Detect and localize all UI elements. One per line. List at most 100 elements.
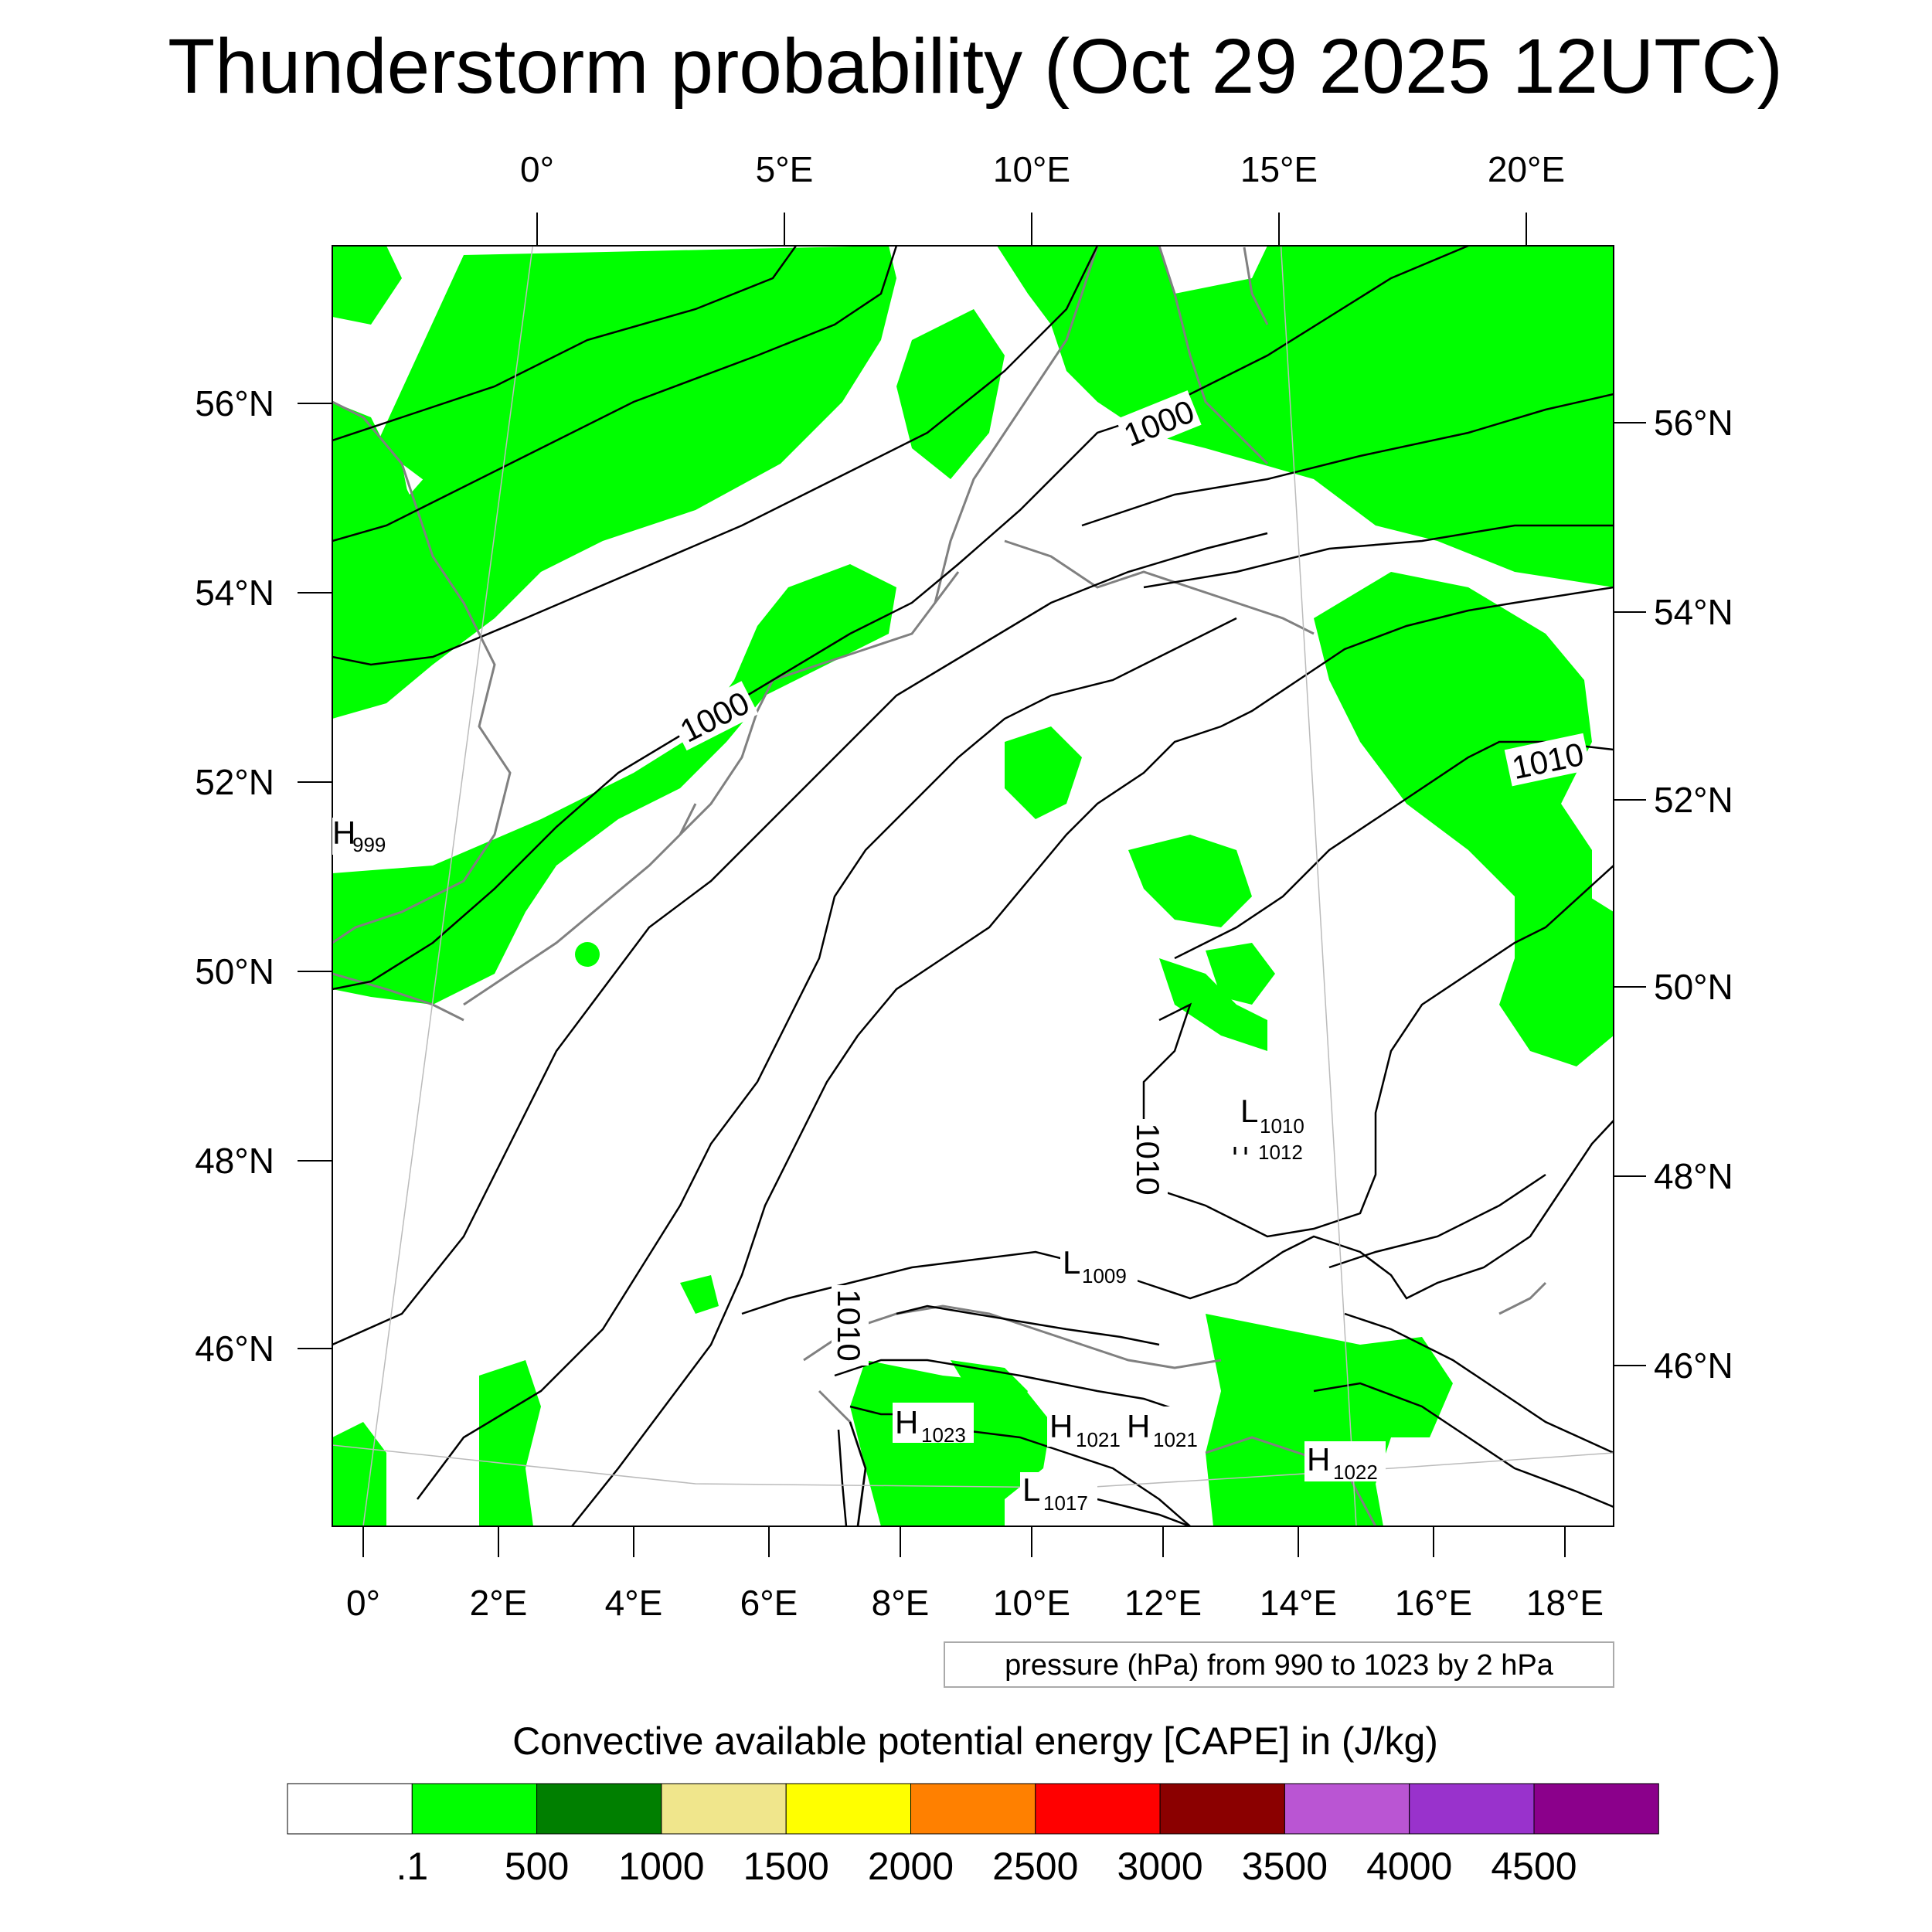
cape-region-group bbox=[332, 246, 1614, 1526]
right-lat-label-48n: 48°N bbox=[1654, 1156, 1733, 1196]
coastline-baltic-south bbox=[1004, 539, 1315, 635]
top-ticks bbox=[536, 213, 1527, 246]
colorbar-label-5: 2500 bbox=[992, 1845, 1078, 1888]
pressure-center-h1021-west: H 1021 bbox=[1047, 1406, 1124, 1451]
colorbar-box-5 bbox=[910, 1783, 1036, 1835]
bottom-lon-label-8e: 8°E bbox=[872, 1583, 930, 1623]
isobar-line-4 bbox=[332, 246, 1469, 991]
isobar-label-1010-bohemia: 1010 bbox=[1130, 1119, 1168, 1199]
map-frame bbox=[332, 245, 1614, 1527]
colorbar-box-6 bbox=[1035, 1783, 1161, 1835]
pressure-center-h1023: H 1023 bbox=[893, 1403, 974, 1447]
isobar-line-15 bbox=[849, 1421, 867, 1526]
bottom-lon-label-10e: 10°E bbox=[993, 1583, 1070, 1623]
contour-note-box bbox=[944, 1641, 1614, 1688]
cape-region-poland bbox=[1314, 572, 1592, 912]
left-lat-label-46n: 46°N bbox=[195, 1328, 274, 1369]
isobar-line-11 bbox=[1142, 865, 1614, 1238]
colorbar-label-0: .1 bbox=[396, 1845, 428, 1888]
bottom-lon-label-18e: 18°E bbox=[1526, 1583, 1604, 1623]
cape-region-austria bbox=[1206, 1314, 1453, 1526]
svg-text:1010: 1010 bbox=[831, 1289, 867, 1361]
coastline-hungary bbox=[1498, 1281, 1547, 1315]
right-lat-label-56n: 56°N bbox=[1654, 403, 1733, 443]
contour-note: pressure (hPa) from 990 to 1023 by 2 hPa bbox=[1005, 1649, 1554, 1682]
map-title: Thunderstorm probability (Oct 29 2025 12… bbox=[168, 23, 1783, 110]
pressure-center-l1010: L 1010 bbox=[1240, 1093, 1304, 1138]
coastline-adriatic bbox=[1205, 1436, 1377, 1526]
cape-region-baltic bbox=[997, 246, 1614, 587]
colorbar-label-6: 3000 bbox=[1117, 1845, 1202, 1888]
svg-text:L: L bbox=[1022, 1471, 1040, 1508]
right-lat-label-54n: 54°N bbox=[1654, 592, 1733, 632]
coastline-group bbox=[332, 246, 1547, 1526]
isobar-line-12 bbox=[741, 1120, 1614, 1315]
svg-text:1012: 1012 bbox=[1258, 1141, 1303, 1164]
colorbar-box-10 bbox=[1533, 1783, 1659, 1835]
svg-text:1017: 1017 bbox=[1043, 1492, 1088, 1515]
cape-region-saxony bbox=[1159, 958, 1267, 1051]
isobar-line-17 bbox=[896, 1304, 1160, 1346]
graticule-meridian-0 bbox=[362, 246, 534, 1526]
left-lat-label-52n: 52°N bbox=[195, 762, 274, 802]
cape-region-cz2 bbox=[1206, 943, 1275, 1005]
top-lon-label-20e: 20°E bbox=[1488, 149, 1565, 189]
cape-region-spot bbox=[575, 942, 600, 967]
bottom-lon-label-6e: 6°E bbox=[740, 1583, 798, 1623]
coastline-baltic-isl bbox=[1243, 247, 1269, 325]
isobar-line-13 bbox=[834, 1359, 1191, 1416]
cape-region-czech bbox=[1128, 835, 1252, 927]
svg-text:1010: 1010 bbox=[1130, 1123, 1166, 1195]
coastline-uk-east bbox=[332, 400, 512, 944]
colorbar-box-2 bbox=[536, 1783, 662, 1835]
colorbar-label-8: 4000 bbox=[1366, 1845, 1452, 1888]
colorbar-label-1: 500 bbox=[505, 1845, 569, 1888]
cape-region-swiss bbox=[951, 1360, 1028, 1406]
colorbar bbox=[287, 1783, 1659, 1835]
pressure-center-l1009: L 1009 bbox=[1060, 1244, 1138, 1287]
isobar-line-18 bbox=[1313, 1382, 1614, 1509]
pressure-center-h1022: H 1022 bbox=[1304, 1441, 1386, 1484]
svg-text:H: H bbox=[1049, 1408, 1073, 1444]
cape-region-sea bbox=[332, 246, 402, 325]
bottom-lon-label-0: 0° bbox=[346, 1583, 380, 1623]
bottom-lon-label-4e: 4°E bbox=[605, 1583, 663, 1623]
isobar-line-8 bbox=[417, 617, 1237, 1500]
colorbar-box-1 bbox=[411, 1783, 538, 1835]
colorbar-label-9: 4500 bbox=[1491, 1845, 1577, 1888]
cape-region-north-sea bbox=[332, 246, 896, 719]
colorbar-box-8 bbox=[1284, 1783, 1410, 1835]
map-area bbox=[332, 246, 1614, 1526]
left-lat-label-56n: 56°N bbox=[195, 383, 274, 423]
top-lon-label-10e: 10°E bbox=[993, 149, 1070, 189]
svg-text:1022: 1022 bbox=[1333, 1461, 1378, 1484]
top-lon-label-5e: 5°E bbox=[756, 149, 814, 189]
cape-region-lyon bbox=[680, 1275, 719, 1314]
right-lat-label-50n: 50°N bbox=[1654, 967, 1733, 1007]
top-lon-label-15e: 15°E bbox=[1240, 149, 1318, 189]
bottom-ticks bbox=[362, 1526, 1566, 1557]
isobar-group bbox=[332, 246, 1614, 1526]
left-lat-label-54n: 54°N bbox=[195, 573, 274, 613]
colorbar-label-4: 2000 bbox=[868, 1845, 954, 1888]
svg-text:L: L bbox=[1063, 1244, 1080, 1281]
left-lat-label-50n: 50°N bbox=[195, 951, 274, 992]
cape-region-denmark bbox=[896, 309, 1005, 479]
coastline-benelux bbox=[679, 571, 960, 836]
coastline-alps bbox=[803, 1304, 1222, 1369]
svg-text:L: L bbox=[1240, 1093, 1258, 1129]
colorbar-label-2: 1000 bbox=[618, 1845, 704, 1888]
left-ticks bbox=[298, 403, 332, 1349]
svg-text:1010: 1010 bbox=[1260, 1114, 1304, 1138]
right-ticks bbox=[1614, 422, 1646, 1366]
colorbar-title: Convective available potential energy [C… bbox=[512, 1719, 1438, 1763]
svg-text:H: H bbox=[332, 815, 355, 851]
isobar-line-1 bbox=[332, 246, 798, 442]
svg-text:H: H bbox=[1307, 1441, 1330, 1478]
coastline-sweden bbox=[1158, 246, 1269, 465]
svg-text:1021: 1021 bbox=[1153, 1428, 1198, 1451]
top-lon-label-0: 0° bbox=[520, 149, 554, 189]
bottom-lon-label-12e: 12°E bbox=[1124, 1583, 1202, 1623]
